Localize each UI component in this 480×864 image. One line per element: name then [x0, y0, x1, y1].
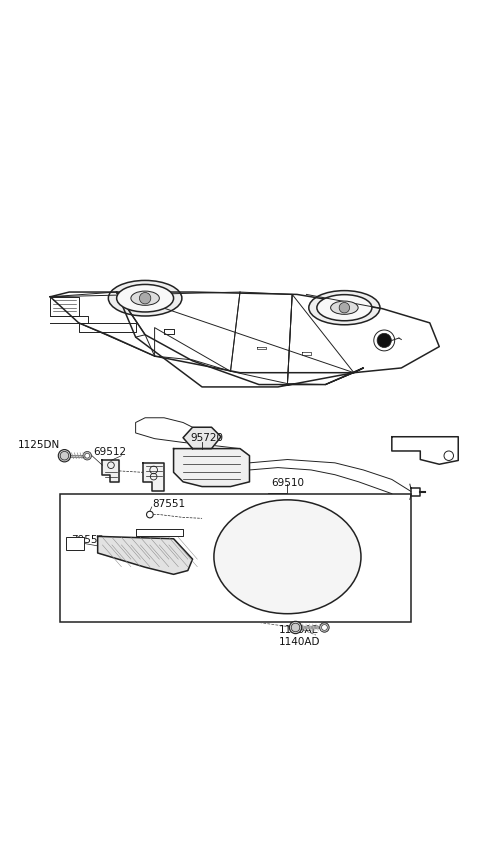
- Ellipse shape: [317, 295, 372, 321]
- Ellipse shape: [131, 291, 159, 305]
- Polygon shape: [143, 463, 164, 492]
- Circle shape: [320, 623, 329, 632]
- Text: 95720: 95720: [190, 433, 223, 442]
- Text: 1129AE: 1129AE: [279, 626, 319, 635]
- Bar: [60, 493, 411, 622]
- Ellipse shape: [108, 281, 182, 316]
- Text: 69510: 69510: [271, 479, 304, 488]
- Polygon shape: [174, 448, 250, 486]
- Circle shape: [339, 302, 349, 313]
- Circle shape: [322, 625, 327, 631]
- Text: 69512: 69512: [93, 447, 126, 457]
- Circle shape: [377, 334, 391, 347]
- Text: 1125DN: 1125DN: [18, 441, 60, 450]
- Circle shape: [289, 621, 301, 633]
- Polygon shape: [97, 537, 192, 575]
- Polygon shape: [102, 461, 119, 482]
- Circle shape: [83, 452, 92, 460]
- Polygon shape: [183, 428, 221, 448]
- Text: 79552: 79552: [72, 535, 105, 545]
- Ellipse shape: [309, 290, 380, 325]
- Circle shape: [139, 293, 151, 304]
- Bar: [66, 537, 84, 550]
- Ellipse shape: [331, 301, 358, 314]
- Circle shape: [85, 454, 90, 458]
- Ellipse shape: [117, 284, 174, 312]
- Ellipse shape: [214, 500, 361, 613]
- Text: 87551: 87551: [152, 499, 185, 509]
- Circle shape: [58, 449, 71, 462]
- Text: 1140AD: 1140AD: [279, 637, 321, 647]
